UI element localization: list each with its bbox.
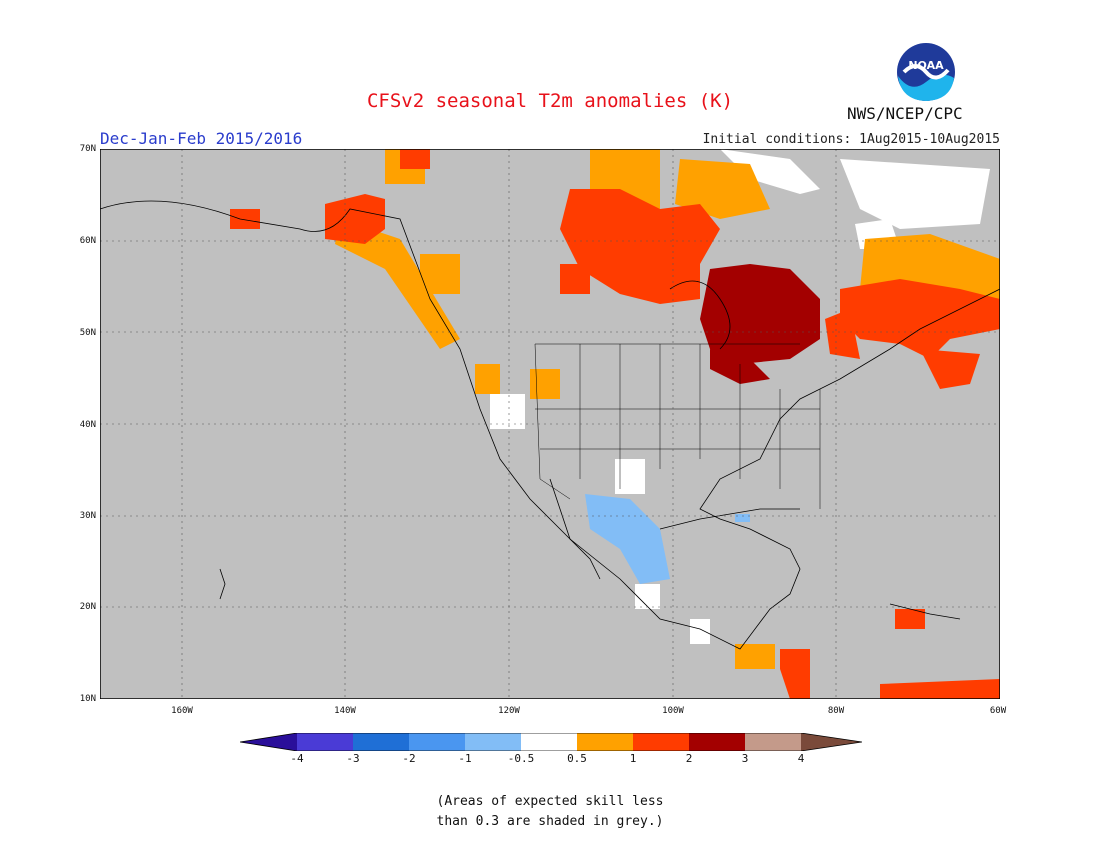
- coastlines: [100, 200, 1000, 650]
- blue-areas: [585, 494, 750, 584]
- skill-note: (Areas of expected skill less than 0.3 a…: [0, 792, 1100, 832]
- skill-note-line: than 0.3 are shaded in grey.): [436, 814, 664, 829]
- colorbar-bin: [521, 733, 577, 751]
- colorbar: [240, 733, 862, 751]
- lat-label: 10N: [79, 694, 96, 704]
- lon-label: 160W: [171, 706, 193, 716]
- colorbar-bin: [745, 733, 801, 751]
- colorbar-label: -0.5: [507, 752, 535, 765]
- colorbar-label: 0.5: [567, 752, 587, 765]
- lon-label: 100W: [662, 706, 684, 716]
- agency-label: NWS/NCEP/CPC: [847, 104, 963, 123]
- colorbar-bin: [353, 733, 409, 751]
- colorbar-label: -2: [402, 752, 416, 765]
- orange-areas: [335, 149, 1000, 669]
- lon-label: 60W: [989, 706, 1007, 716]
- colorbar-bin: [633, 733, 689, 751]
- season-label: Dec-Jan-Feb 2015/2016: [100, 129, 303, 148]
- skill-note-line: (Areas of expected skill less: [436, 794, 664, 809]
- lon-label: 140W: [334, 706, 356, 716]
- lat-label: 60N: [79, 236, 96, 246]
- lat-label: 50N: [79, 328, 96, 338]
- colorbar-label: -1: [458, 752, 472, 765]
- colorbar-label: -3: [346, 752, 360, 765]
- grid-lines: [100, 149, 1000, 699]
- lat-label: 30N: [79, 511, 96, 521]
- colorbar-bin: [689, 733, 745, 751]
- state-borders: [534, 343, 821, 509]
- lon-label: 80W: [827, 706, 845, 716]
- red-areas: [230, 149, 1000, 699]
- colorbar-bin: [465, 733, 521, 751]
- colorbar-label: 4: [797, 752, 805, 765]
- noaa-logo-text: NOAA: [908, 59, 944, 72]
- noaa-logo: NOAA: [896, 42, 956, 106]
- anomaly-map: [100, 149, 1000, 699]
- lat-label: 40N: [79, 420, 96, 430]
- colorbar-label: -4: [290, 752, 304, 765]
- colorbar-bin: [297, 733, 353, 751]
- colorbar-label: 1: [629, 752, 637, 765]
- map-title: CFSv2 seasonal T2m anomalies (K): [366, 90, 734, 112]
- lon-label: 120W: [498, 706, 520, 716]
- lat-label: 70N: [79, 144, 96, 154]
- colorbar-label: 2: [685, 752, 693, 765]
- colorbar-max-arrow: [801, 733, 862, 751]
- colorbar-min-arrow: [240, 733, 297, 751]
- colorbar-bin: [577, 733, 633, 751]
- colorbar-label: 3: [741, 752, 749, 765]
- colorbar-bin: [409, 733, 465, 751]
- lat-label: 20N: [79, 602, 96, 612]
- initial-conditions-label: Initial conditions: 1Aug2015-10Aug2015: [702, 132, 1000, 147]
